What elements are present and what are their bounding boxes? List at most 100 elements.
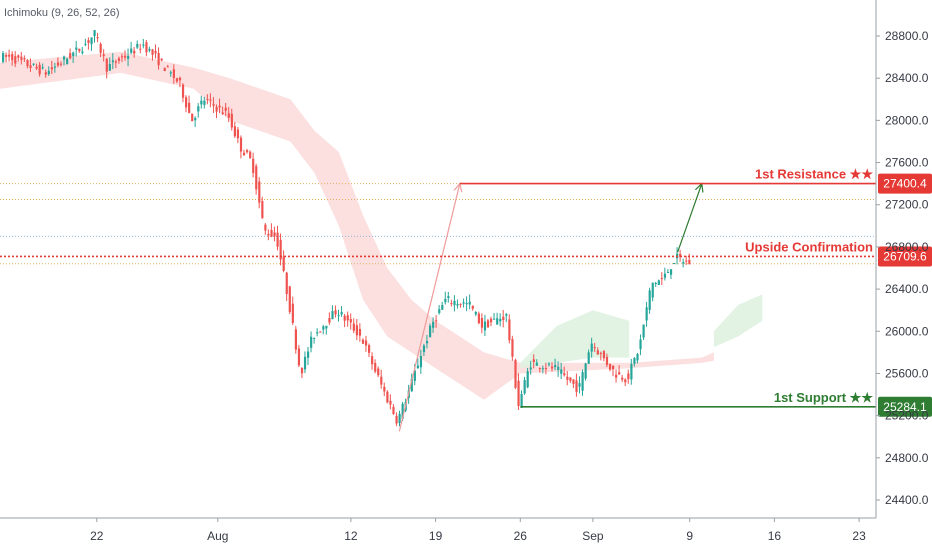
candle-body	[578, 383, 581, 387]
candle-body	[120, 56, 124, 58]
candle-body	[526, 371, 529, 388]
candle-body	[551, 366, 554, 369]
price-tag-support	[878, 396, 932, 417]
candle-body	[688, 259, 691, 265]
candle-body	[38, 64, 41, 75]
y-tick-label: 25200.0	[885, 409, 929, 423]
projection-arrow-expected[interactable]	[677, 184, 702, 253]
candle-body	[5, 54, 8, 57]
candle-body	[569, 377, 572, 381]
candle-body	[41, 67, 44, 69]
candle-body	[529, 367, 532, 370]
candle-body	[340, 312, 343, 315]
candle-body	[87, 40, 90, 44]
candle-body	[389, 400, 392, 405]
candle-body	[615, 374, 618, 378]
candle-body	[602, 351, 606, 359]
candle-body	[200, 100, 203, 105]
candle-body	[486, 320, 490, 328]
y-tick-label: 24800.0	[885, 451, 929, 465]
candle-body	[93, 30, 96, 37]
y-tick-label: 25600.0	[885, 366, 929, 380]
candle-body	[483, 321, 487, 331]
candle-body	[438, 309, 441, 314]
candle-body	[560, 369, 563, 374]
candle-body	[236, 129, 240, 139]
x-tick-label: 12	[344, 529, 358, 543]
candle-body	[264, 224, 267, 231]
candle-body	[255, 166, 258, 190]
candle-body	[108, 63, 111, 71]
candle-body	[117, 58, 121, 61]
candle-body	[44, 72, 47, 75]
x-tick-label: 19	[429, 529, 443, 543]
candle-body	[17, 55, 20, 58]
candle-body	[523, 380, 526, 394]
candle-body	[303, 356, 307, 370]
candle-body	[14, 56, 17, 64]
candle-body	[654, 282, 657, 284]
candle-body	[130, 48, 133, 53]
projection-arrow-past[interactable]	[398, 184, 460, 432]
candle-body	[66, 58, 69, 65]
candle-body	[544, 368, 548, 370]
candle-body	[285, 272, 288, 295]
candle-body	[279, 239, 282, 260]
candle-body	[197, 106, 200, 112]
candle-body	[270, 229, 273, 237]
candle-body	[532, 359, 535, 363]
candle-body	[468, 301, 471, 305]
candle-body	[657, 280, 660, 285]
candle-body	[206, 99, 209, 101]
y-tick-label: 27200.0	[885, 198, 929, 212]
candle-body	[307, 351, 310, 358]
candle-body	[371, 356, 374, 365]
candle-body	[331, 311, 334, 320]
candle-body	[642, 324, 645, 338]
candle-body	[169, 72, 172, 74]
candle-body	[154, 51, 157, 54]
price-tag-confirmation	[878, 246, 932, 267]
candle-body	[258, 181, 261, 203]
candle-body	[142, 44, 145, 46]
ichimoku-cloud-bearish	[0, 51, 714, 400]
y-tick-label: 28400.0	[885, 71, 929, 85]
candle-body	[444, 298, 447, 303]
candle-body	[23, 58, 26, 60]
candle-body	[328, 318, 331, 323]
candle-body	[157, 53, 160, 66]
candle-body	[300, 367, 304, 374]
y-tick-label: 28800.0	[885, 29, 929, 43]
candle-body	[47, 70, 50, 75]
candle-body	[291, 303, 294, 323]
candle-body	[261, 201, 264, 219]
indicator-label: Ichimoku (9, 26, 52, 26)	[4, 7, 120, 19]
candle-body	[133, 50, 136, 54]
candle-body	[679, 253, 682, 258]
candle-body	[127, 55, 130, 59]
candle-body	[172, 69, 175, 79]
candle-body	[453, 300, 456, 306]
candle-body	[139, 48, 142, 50]
candle-body	[419, 356, 423, 368]
candle-body	[212, 104, 215, 106]
candle-body	[599, 352, 602, 354]
candle-body	[413, 370, 416, 381]
candle-body	[50, 67, 53, 70]
candle-body	[593, 347, 596, 349]
x-tick-label: 16	[768, 529, 782, 543]
candle-body	[410, 378, 413, 392]
candle-body	[325, 325, 328, 329]
candle-body	[59, 63, 63, 65]
candle-body	[621, 377, 624, 380]
candle-body	[416, 365, 419, 369]
level-label-support: 1st Support ★★	[774, 390, 873, 405]
price-tag-value: 25284.1	[883, 400, 927, 414]
candle-body	[612, 365, 615, 370]
level-label-resistance: 1st Resistance ★★	[755, 167, 873, 182]
candle-body	[361, 339, 365, 344]
candle-body	[682, 262, 685, 264]
candle-body	[252, 158, 255, 174]
candle-body	[20, 56, 23, 61]
